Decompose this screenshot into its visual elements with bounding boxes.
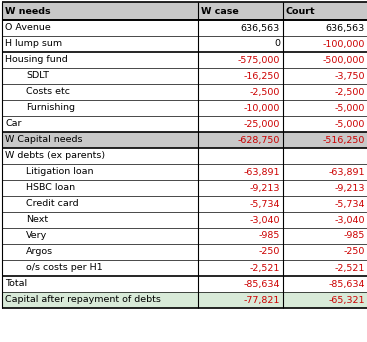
Text: Next: Next: [26, 215, 48, 224]
Bar: [2, 212, 367, 228]
Bar: [2, 132, 367, 148]
Text: o/s costs per H1: o/s costs per H1: [26, 263, 103, 273]
Text: -5,734: -5,734: [250, 199, 280, 209]
Text: HSBC loan: HSBC loan: [26, 184, 75, 193]
Text: -10,000: -10,000: [244, 104, 280, 113]
Text: -3,750: -3,750: [334, 71, 365, 80]
Text: -85,634: -85,634: [243, 279, 280, 289]
Text: Very: Very: [26, 232, 47, 240]
Text: -9,213: -9,213: [250, 184, 280, 193]
Text: -25,000: -25,000: [244, 119, 280, 129]
Text: Car: Car: [5, 119, 22, 129]
Text: -2,521: -2,521: [335, 263, 365, 273]
Text: -65,321: -65,321: [328, 295, 365, 304]
Bar: [2, 2, 367, 20]
Text: -2,521: -2,521: [250, 263, 280, 273]
Bar: [2, 20, 367, 36]
Text: Costs etc: Costs etc: [26, 88, 70, 96]
Bar: [2, 148, 367, 164]
Text: 636,563: 636,563: [241, 24, 280, 32]
Bar: [2, 292, 367, 308]
Text: O Avenue: O Avenue: [5, 24, 51, 32]
Text: -77,821: -77,821: [244, 295, 280, 304]
Text: Capital after repayment of debts: Capital after repayment of debts: [5, 295, 161, 304]
Bar: [2, 276, 367, 292]
Text: W case: W case: [201, 6, 239, 15]
Text: -2,500: -2,500: [250, 88, 280, 96]
Text: -985: -985: [259, 232, 280, 240]
Text: Credit card: Credit card: [26, 199, 79, 209]
Bar: [2, 36, 367, 52]
Text: Furnishing: Furnishing: [26, 104, 75, 113]
Text: -100,000: -100,000: [323, 39, 365, 49]
Text: -16,250: -16,250: [244, 71, 280, 80]
Text: -2,500: -2,500: [335, 88, 365, 96]
Text: -63,891: -63,891: [243, 168, 280, 176]
Bar: [2, 180, 367, 196]
Text: -575,000: -575,000: [237, 55, 280, 65]
Text: -628,750: -628,750: [237, 135, 280, 145]
Text: Housing fund: Housing fund: [5, 55, 68, 65]
Text: -3,040: -3,040: [250, 215, 280, 224]
Text: -985: -985: [344, 232, 365, 240]
Bar: [2, 196, 367, 212]
Text: Litigation loan: Litigation loan: [26, 168, 94, 176]
Text: -3,040: -3,040: [334, 215, 365, 224]
Text: -5,000: -5,000: [335, 104, 365, 113]
Text: H lump sum: H lump sum: [5, 39, 62, 49]
Text: Total: Total: [5, 279, 27, 289]
Text: -9,213: -9,213: [334, 184, 365, 193]
Text: 636,563: 636,563: [326, 24, 365, 32]
Bar: [2, 228, 367, 244]
Text: -85,634: -85,634: [328, 279, 365, 289]
Text: SDLT: SDLT: [26, 71, 49, 80]
Text: -516,250: -516,250: [323, 135, 365, 145]
Text: -250: -250: [344, 248, 365, 256]
Text: Court: Court: [286, 6, 316, 15]
Bar: [2, 244, 367, 260]
Bar: [2, 116, 367, 132]
Text: W Capital needs: W Capital needs: [5, 135, 83, 145]
Bar: [2, 164, 367, 180]
Text: W debts (ex parents): W debts (ex parents): [5, 152, 105, 160]
Text: -250: -250: [259, 248, 280, 256]
Text: -5,000: -5,000: [335, 119, 365, 129]
Bar: [2, 52, 367, 68]
Text: -5,734: -5,734: [334, 199, 365, 209]
Text: 0: 0: [274, 39, 280, 49]
Text: Argos: Argos: [26, 248, 53, 256]
Bar: [2, 84, 367, 100]
Text: -63,891: -63,891: [328, 168, 365, 176]
Text: -500,000: -500,000: [323, 55, 365, 65]
Text: W needs: W needs: [5, 6, 51, 15]
Bar: [2, 260, 367, 276]
Bar: [2, 100, 367, 116]
Bar: [2, 68, 367, 84]
